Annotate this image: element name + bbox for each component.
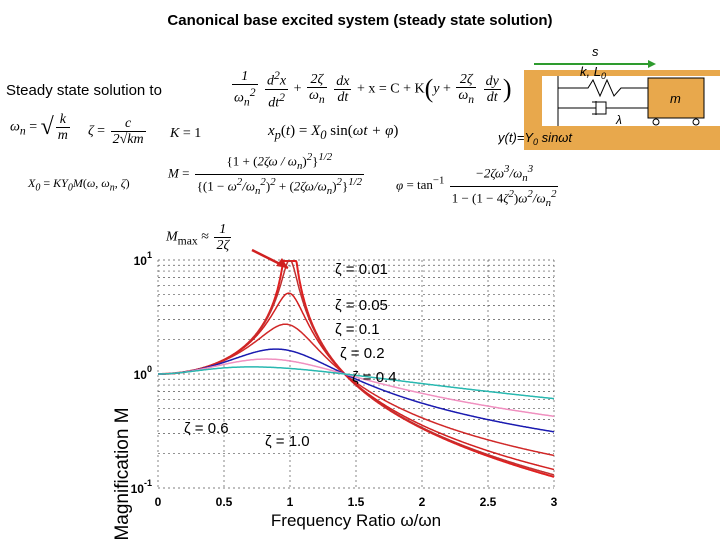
annotation-label: ζ = 0.6	[184, 420, 229, 437]
x-tick-label: 1.5	[348, 495, 365, 509]
equation-gain: K = 1	[170, 126, 202, 141]
y-tick-label: 101	[134, 250, 152, 268]
chart-annotations: ζ = 0.01 ζ = 0.05 ζ = 0.1 ζ = 0.2 ζ = 0.4 ζ =…	[184, 248, 397, 450]
annotation-label: ζ = 0.05	[335, 297, 388, 314]
x-tick-label: 1	[287, 495, 294, 509]
equation-magnification: M = {1 + (2ζω / ωn)2}1/2 {(1 − ω2/ωn2)2 …	[168, 151, 365, 197]
curve-zeta	[158, 323, 555, 457]
annotation-label: ζ = 0.1	[335, 321, 380, 338]
curve-zeta	[158, 366, 555, 400]
wheel-left	[652, 118, 660, 126]
y-tick-label: 100	[134, 364, 152, 382]
y-tick-labels: 10-1 100 101	[131, 250, 152, 496]
s-label: s	[592, 44, 599, 59]
x-tick-label: 0.5	[216, 495, 233, 509]
wheel-right	[692, 118, 700, 126]
page-title: Canonical base excited system (steady st…	[167, 12, 553, 29]
spring-label: k, L0	[580, 64, 606, 81]
annotation-label: ζ = 1.0	[265, 433, 310, 450]
x-tick-label: 0	[155, 495, 162, 509]
equation-of-motion: 1 ωn2 d2x dt2 + 2ζ ωn dx dt + x = C + K(y + …	[232, 68, 512, 111]
y-axis-label: Magnification M	[112, 407, 133, 540]
intro-text: Steady state solution to	[6, 82, 162, 99]
spring	[558, 78, 648, 98]
mmax-arrow-head	[276, 258, 288, 268]
x-tick-label: 2	[419, 495, 426, 509]
damper	[558, 101, 648, 115]
x-axis-label: Frequency Ratio ω/ωn	[271, 511, 441, 530]
x-tick-label: 2.5	[480, 495, 497, 509]
chart-grid	[157, 259, 555, 489]
equation-xp: xp(t) = X0 sin(ωt + φ)	[268, 123, 399, 142]
annotation-label: ζ = 0.01	[335, 261, 388, 278]
base-excited-system-figure: s k, L0 λ m y(t)=Y0 sinωt	[498, 44, 720, 150]
arrow-head	[648, 60, 656, 68]
equation-x0: X0 = KY0M(ω, ωn, ζ)	[28, 176, 130, 194]
equation-mmax: Mmax ≈ 1 2ζ	[166, 222, 232, 253]
y-tick-label: 10-1	[131, 478, 152, 496]
annotation-label: ζ = 0.2	[340, 345, 385, 362]
input-label: y(t)=Y0 sinωt	[498, 130, 573, 147]
mass-label: m	[670, 91, 681, 106]
equation-zeta: ζ = c 2√km	[88, 116, 146, 147]
x-tick-label: 3	[551, 495, 558, 509]
chart-curves	[158, 260, 555, 478]
equation-omega-n: ωn = √ k m	[10, 112, 70, 143]
damper-label: λ	[615, 113, 622, 127]
annotation-label: ζ = 0.4	[352, 369, 397, 386]
mass-block	[647, 77, 705, 119]
x-tick-labels: 0 0.5 1 1.5 2 2.5 3	[155, 495, 558, 509]
curve-zeta	[158, 358, 555, 418]
equation-phase: φ = tan−1 −2ζω3/ωn3 1 − (1 − 4ζ2)ω2/ωn2	[396, 163, 559, 209]
curve-zeta	[158, 348, 555, 433]
